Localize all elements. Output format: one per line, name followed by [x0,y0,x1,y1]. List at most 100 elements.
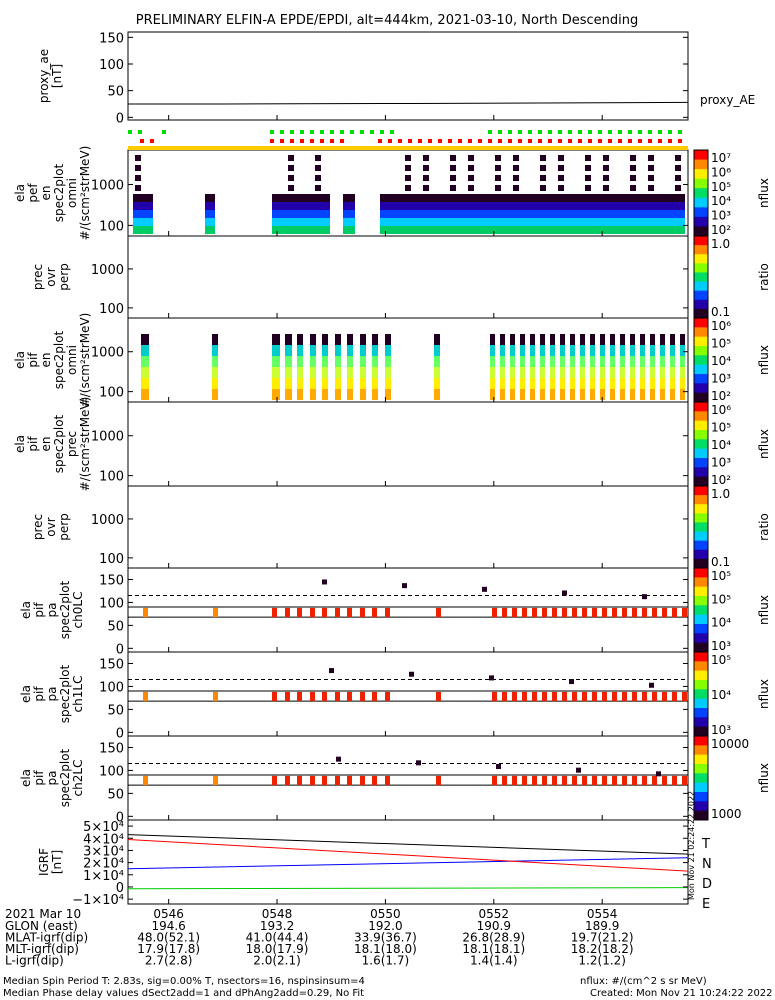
ion-spectrogram-cell [322,356,328,367]
pa-speckle [649,682,654,688]
ion-spectrogram-cell [600,334,605,345]
colorbar-segment [694,633,708,644]
status-dot-green [598,130,602,134]
colorbar-tick-label: 10⁵ [711,569,731,583]
ion-spectrogram-cell [580,367,585,378]
ephemeris-value: 48.0(52.1) [137,931,200,945]
pa-block [143,607,148,618]
ion-spectrogram-cell [520,334,525,345]
pa-block [582,775,587,786]
ion-spectrogram-cell [680,345,685,356]
panel-frame [127,235,689,319]
ion-spectrogram-cell [335,334,341,345]
pa-block [612,691,617,702]
ion-spectrogram-cell [570,334,575,345]
ion-spectrogram-cell [141,367,149,378]
ephemeris-value: 18.1(18.1) [462,942,525,956]
ion-spectrogram-cell [272,356,280,367]
ion-spectrogram-cell [372,356,378,367]
pa-block [652,607,657,618]
pa-speckle [336,756,341,762]
ion-spectrogram-cell [550,345,555,356]
status-dot-red [428,139,432,143]
colorbar-label-text: nflux [757,595,771,625]
y-tick-label: 100 [99,302,124,317]
ion-spectrogram-cell [640,356,645,367]
status-dot-green [518,130,522,134]
colorbar-tick-label: 10⁶ [711,403,731,417]
spectrogram-speckle [288,165,294,171]
y-tick-label: 150 [99,741,124,756]
ion-spectrogram-cell [650,356,655,367]
pa-speckle [322,579,327,585]
ion-spectrogram-cell [620,389,625,400]
status-dot-green [588,130,592,134]
colorbar-tick-label: 10⁷ [711,151,731,165]
ephemeris-value: 2.0(2.1) [253,954,301,968]
y-tick-label: 150 [99,573,124,588]
ion-spectrogram-cell [540,389,545,400]
spectrogram-speckle [423,165,429,171]
ephemeris-value: 189.9 [585,919,619,933]
spectrogram-speckle [675,185,681,191]
ion-spectrogram-cell [610,345,615,356]
colorbar-label-text: ratio [757,263,771,291]
status-dot-red [150,139,154,143]
colorbar-segment [694,188,708,199]
spectrogram-speckle [513,165,519,171]
y-axis-label-line: omni [65,345,79,375]
spectrogram-cell [133,194,153,202]
ion-spectrogram-cell [272,378,280,389]
igrf-legend-E: E [702,897,710,912]
ion-spectrogram-cell [372,378,378,389]
igrf-line-E [127,887,689,890]
pa-block [272,607,277,618]
status-dot-red [628,139,632,143]
ephemeris-value: 1.6(1.7) [362,954,410,968]
ion-spectrogram-cell [285,389,292,400]
ion-spectrogram-cell [297,378,303,389]
pa-block [552,775,557,786]
y-axis-label-line: ela [19,685,33,703]
ion-spectrogram-cell [620,367,625,378]
ion-spectrogram-cell [590,389,595,400]
y-tick-label: 100 [99,58,124,73]
spectrogram-cell [380,194,685,202]
spectrogram-cell [380,210,685,218]
pa-speckle [656,771,661,777]
colorbar-label: ratio [757,513,771,541]
ion-spectrogram-cell [335,356,341,367]
ion-spectrogram-cell [680,356,685,367]
ion-spectrogram-cell [610,389,615,400]
status-dot-red [518,139,522,143]
pa-block [682,775,687,786]
colorbar-tick-label: 10⁴ [711,616,731,630]
spectrogram-speckle [513,185,519,191]
y-axis-label: ela pif pa spec2plot ch0LC [19,580,85,639]
spectrogram-cell [272,194,330,202]
status-dot-green [310,130,314,134]
colorbar-frame [693,735,709,821]
ion-spectrogram-cell [530,367,535,378]
ion-spectrogram-cell [580,378,585,389]
colorbar-segment [694,495,708,505]
colorbar-tick-label: 10⁶ [711,319,731,333]
status-dot-green [678,130,682,134]
spectrogram-speckle [648,175,654,181]
x-tick-label: 0552 [479,907,510,921]
status-dot-green [380,130,384,134]
status-dot-red [140,139,144,143]
y-axis-label-line: spec2plot [52,163,66,222]
colorbar-segment [694,159,708,170]
colorbar-segment [694,402,708,412]
y-tick-label: 0 [116,810,124,825]
y-tick-label: 0 [116,111,124,126]
pa-block [532,607,537,618]
ion-spectrogram-cell [310,367,316,378]
ephemeris-row-label: L-igrf(dip) [5,954,64,968]
colorbar-segment [694,801,708,812]
ion-spectrogram-cell [141,334,149,345]
ion-spectrogram-cell [630,389,635,400]
pa-block [360,775,365,786]
